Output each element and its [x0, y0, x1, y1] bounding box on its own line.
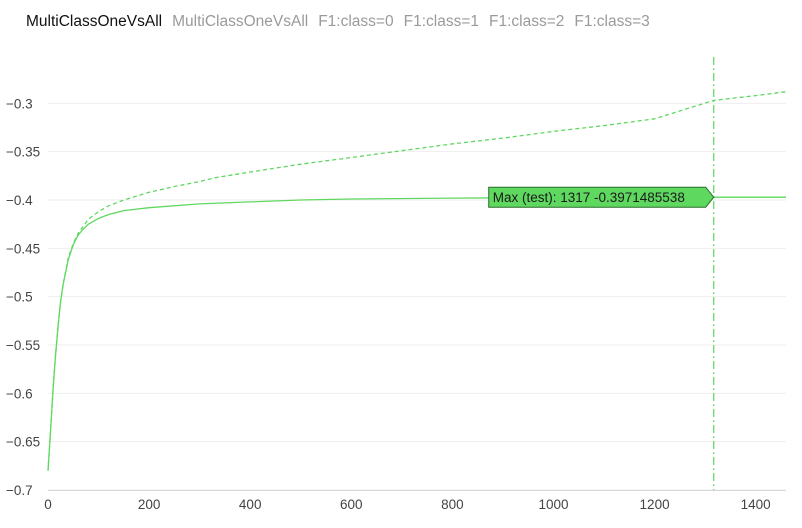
tab-3[interactable]: F1:class=1: [403, 13, 479, 30]
y-tick-label: −0.7: [6, 483, 33, 498]
y-tick-label: −0.55: [6, 338, 40, 353]
tab-4[interactable]: F1:class=2: [489, 13, 565, 30]
y-tick-label: −0.3: [6, 96, 33, 111]
y-tick-label: −0.6: [6, 386, 33, 401]
tab-0[interactable]: MultiClassOneVsAll: [26, 13, 163, 30]
tab-1[interactable]: MultiClassOneVsAll: [172, 13, 309, 30]
tab-5[interactable]: F1:class=3: [574, 13, 650, 30]
x-tick-label: 800: [441, 497, 464, 512]
series-line-learn: [47, 91, 787, 471]
max-annotation-box: [488, 186, 715, 208]
x-tick-label: 1000: [538, 497, 568, 512]
series-line-test: [47, 196, 786, 471]
y-tick-label: −0.35: [6, 145, 40, 160]
y-tick-label: −0.5: [6, 290, 33, 305]
x-tick-label: 200: [138, 497, 161, 512]
x-tick-label: 600: [340, 497, 363, 512]
tab-2[interactable]: F1:class=0: [318, 13, 394, 30]
x-tick-label: 1400: [741, 497, 771, 512]
max-annotation-text: Max (test): 1317 -0.3971485538: [493, 190, 685, 205]
x-tick-label: 0: [44, 497, 52, 512]
y-tick-label: −0.65: [6, 435, 40, 450]
x-tick-label: 1200: [640, 497, 670, 512]
y-tick-label: −0.4: [6, 193, 33, 208]
x-tick-label: 400: [239, 497, 262, 512]
y-tick-label: −0.45: [6, 241, 40, 256]
metric-tabs: MultiClassOneVsAll MultiClassOneVsAll F1:c…: [26, 11, 650, 33]
